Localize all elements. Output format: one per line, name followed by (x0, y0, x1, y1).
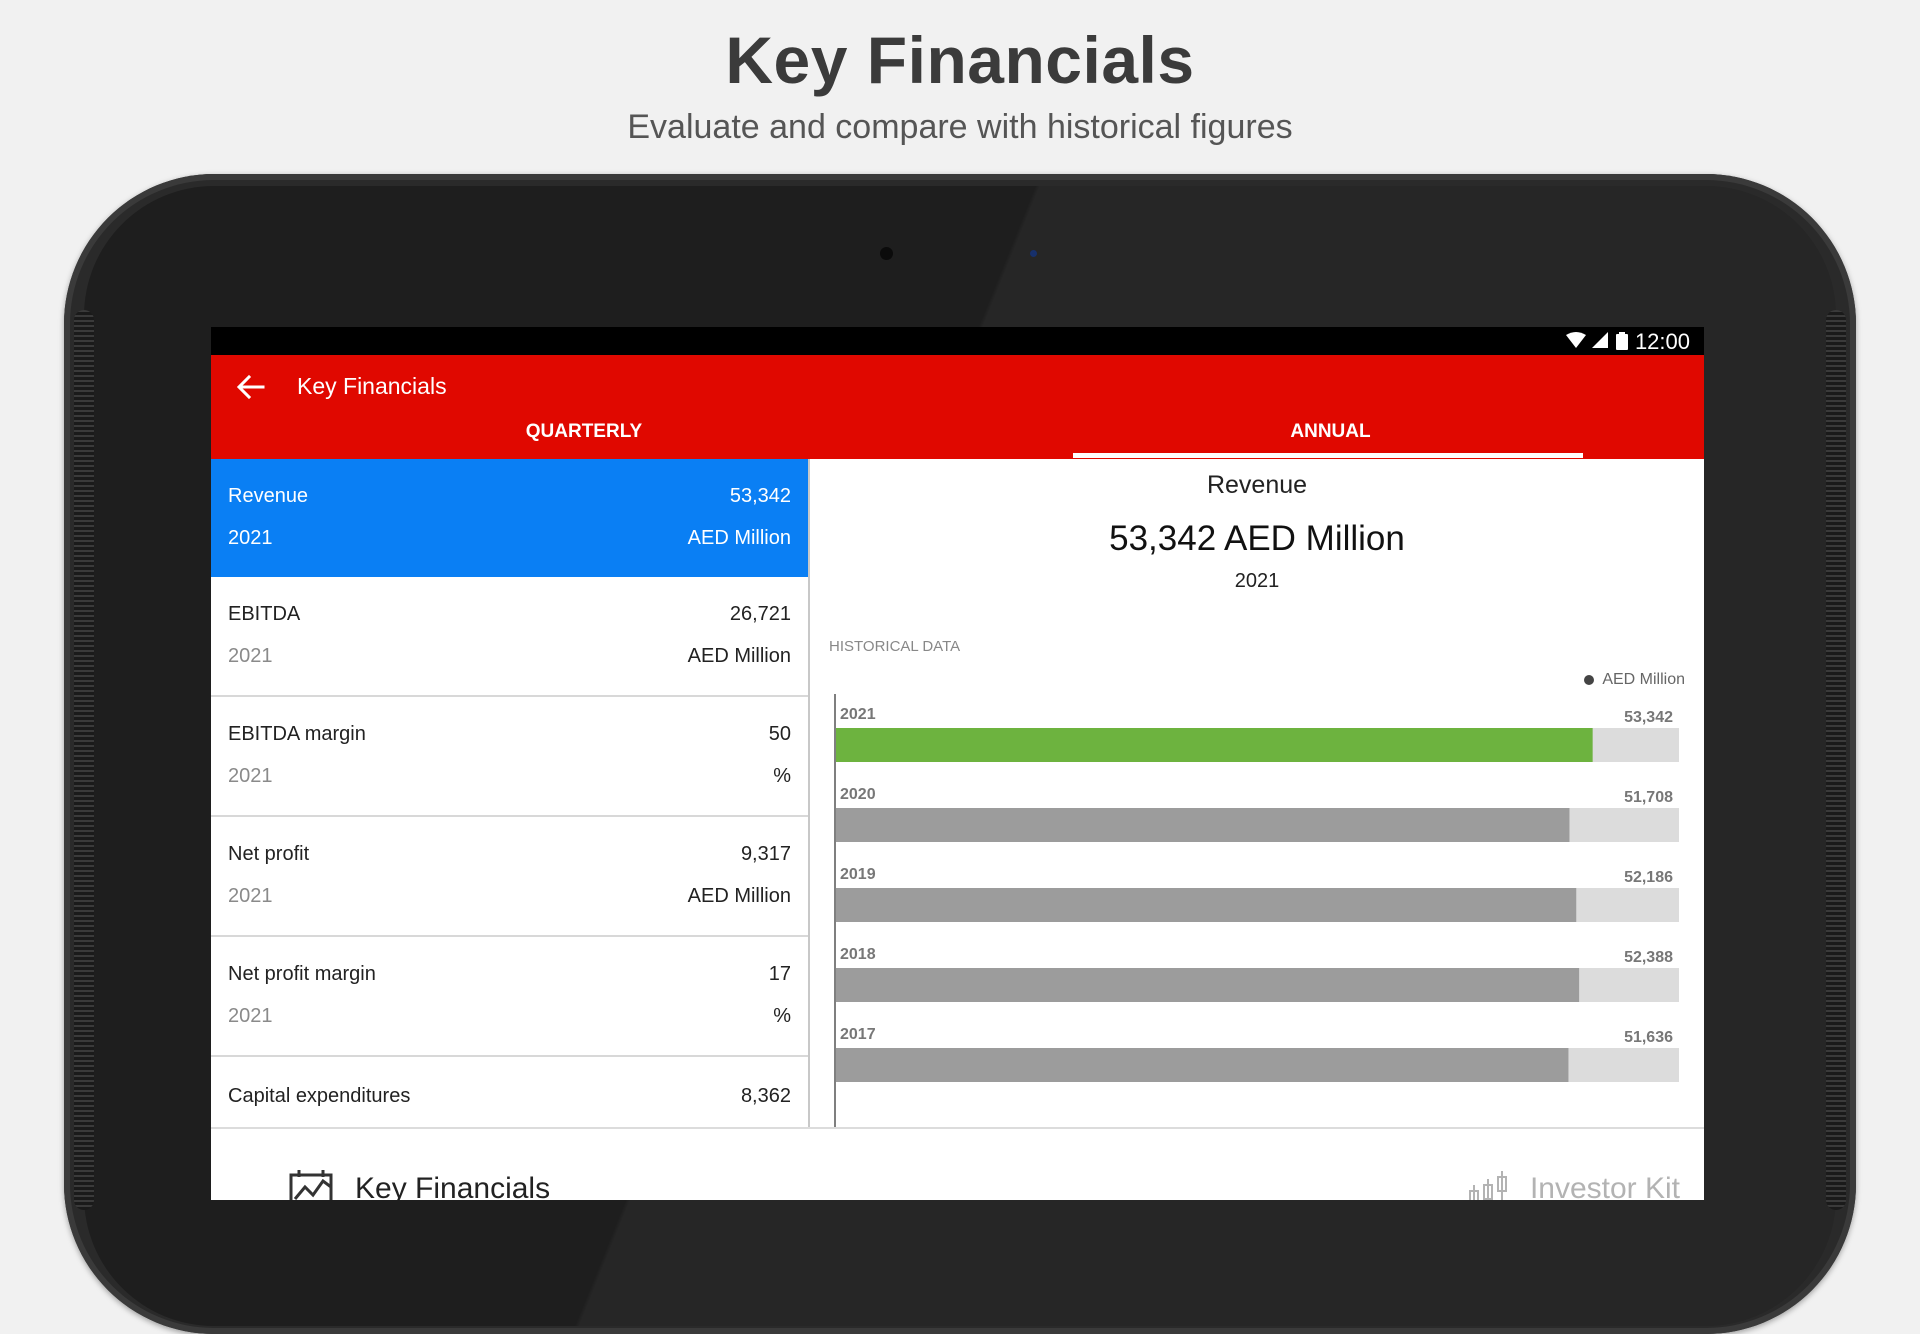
detail-title: Revenue (1206, 471, 1308, 499)
candlestick-icon (1468, 1171, 1507, 1200)
signal-icon (1592, 332, 1608, 348)
item-label: Net profit margin (228, 963, 376, 985)
speaker-grille-right (1826, 310, 1846, 1210)
nav-key-financials-label: Key Financials (355, 1172, 551, 1200)
battery-icon (1616, 332, 1628, 350)
bar-category-label: 2020 (840, 786, 876, 803)
speaker-grille-left (74, 310, 94, 1210)
detail-panel: Revenue 53,342 AED Million 2021 HISTORIC… (810, 459, 1704, 1127)
bar-category-label: 2017 (840, 1026, 876, 1043)
chart-icon (289, 1170, 333, 1200)
bar-value-label: 52,388 (1624, 949, 1673, 966)
bar-2019[interactable] (836, 888, 1577, 922)
item-year: 2021 (228, 1005, 273, 1027)
bar-2018[interactable] (836, 968, 1580, 1002)
item-value: 8,362 (740, 1085, 791, 1107)
item-unit: % (773, 765, 791, 787)
bar-value-label: 53,342 (1624, 709, 1673, 726)
nav-investor-kit-label: Investor Kit (1529, 1172, 1680, 1200)
bar-category-label: 2019 (840, 866, 876, 883)
item-unit: AED Million (687, 885, 791, 907)
list-item-net-profit[interactable]: Net profit 9,317 2021 AED Million (211, 817, 808, 937)
detail-value: 53,342 AED Million (1109, 519, 1405, 558)
arrow-left-icon[interactable] (233, 369, 269, 405)
nav-key-financials[interactable]: Key Financials (289, 1169, 550, 1200)
legend-dot-icon (1584, 675, 1595, 685)
promo-title: Key Financials (725, 23, 1195, 97)
status-bar: 12:00 (211, 327, 1704, 355)
item-label: Revenue (228, 485, 309, 507)
financials-list: Revenue 53,342 2021 AED Million EBITDA 2… (211, 459, 810, 1127)
item-value: 17 (768, 963, 791, 985)
item-unit: AED Million (687, 645, 791, 667)
list-item-capital-expenditures[interactable]: Capital expenditures 8,362 (211, 1057, 808, 1127)
tab-indicator (1073, 453, 1583, 458)
item-label: EBITDA (228, 603, 301, 625)
legend-label: AED Million (1602, 671, 1685, 688)
bar-value-label: 51,708 (1624, 789, 1673, 806)
item-label: EBITDA margin (228, 723, 366, 745)
camera-icon (880, 247, 893, 260)
item-unit: % (773, 1005, 791, 1027)
list-item-ebitda[interactable]: EBITDA 26,721 2021 AED Million (211, 577, 808, 697)
item-year: 2021 (228, 885, 273, 907)
tab-annual[interactable]: ANNUAL (1290, 421, 1371, 442)
item-value: 26,721 (729, 603, 791, 625)
bar-value-label: 51,636 (1624, 1029, 1673, 1046)
status-time: 12:00 (1634, 329, 1690, 354)
bar-value-label: 52,186 (1624, 869, 1673, 886)
list-item-net-profit-margin[interactable]: Net profit margin 17 2021 % (211, 937, 808, 1057)
app-screen: 12:00 Key Financials QUARTERLY ANNUAL Re… (211, 327, 1704, 1200)
item-label: Capital expenditures (228, 1085, 411, 1107)
bar-2020[interactable] (836, 808, 1570, 842)
bar-category-label: 2018 (840, 946, 876, 963)
item-label: Net profit (228, 843, 310, 865)
item-year: 2021 (228, 765, 273, 787)
nav-investor-kit[interactable]: Investor Kit (1468, 1169, 1680, 1200)
tab-quarterly[interactable]: QUARTERLY (525, 421, 643, 442)
detail-year: 2021 (1234, 570, 1280, 592)
item-unit: AED Million (687, 527, 791, 549)
bar-2017[interactable] (836, 1048, 1569, 1082)
app-bar-title: Key Financials (297, 373, 447, 399)
item-value: 9,317 (740, 843, 791, 865)
app-bar: Key Financials QUARTERLY ANNUAL (211, 355, 1704, 459)
list-item-revenue[interactable]: Revenue 53,342 2021 AED Million (211, 459, 808, 577)
wifi-icon (1566, 332, 1586, 348)
bar-2021[interactable] (836, 728, 1593, 762)
chart-legend: AED Million (1584, 671, 1685, 689)
bar-category-label: 2021 (840, 706, 876, 723)
item-year: 2021 (228, 645, 273, 667)
item-value: 53,342 (729, 485, 791, 507)
item-value: 50 (768, 723, 791, 745)
bottom-navigation: Key Financials Investor Kit (211, 1127, 1704, 1200)
list-item-ebitda-margin[interactable]: EBITDA margin 50 2021 % (211, 697, 808, 817)
revenue-bar-chart: 2021 53,342 2020 51,708 2019 52,186 2018 52,388… (834, 694, 1679, 1127)
status-icons (1566, 332, 1628, 350)
promo-subtitle: Evaluate and compare with historical fig… (627, 108, 1293, 146)
historical-data-label: HISTORICAL DATA (829, 638, 961, 655)
item-year: 2021 (228, 527, 273, 549)
sensor-icon (1030, 250, 1037, 257)
